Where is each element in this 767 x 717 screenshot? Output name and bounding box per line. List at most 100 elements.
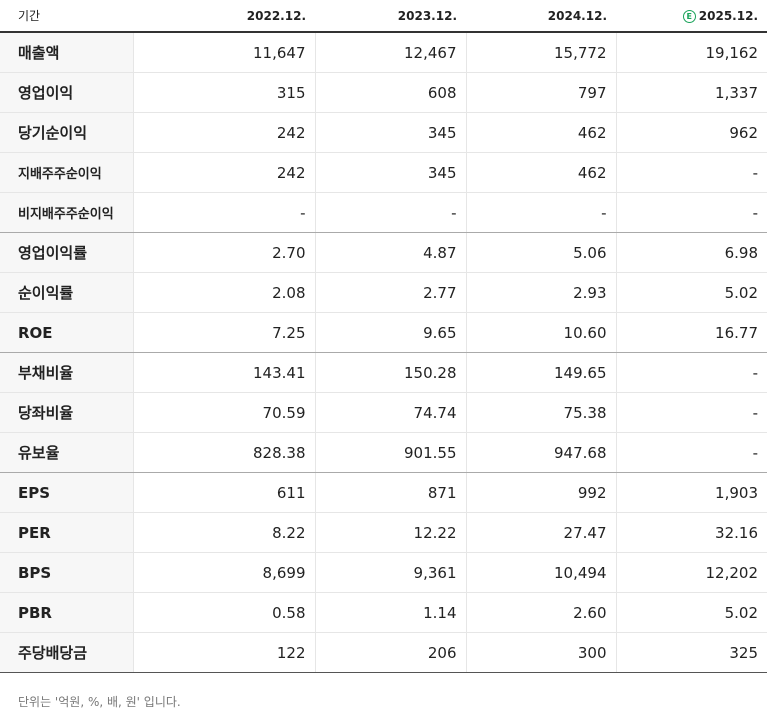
table-row: PBR 0.58 1.14 2.60 5.02 <box>0 592 767 633</box>
cell-value: 9.65 <box>314 312 466 353</box>
cell-value: 32.16 <box>615 512 767 553</box>
cell-value: - <box>615 392 767 433</box>
cell-value: 70.59 <box>132 392 315 433</box>
column-year: 2022.12. <box>246 8 306 23</box>
cell-value: 6.98 <box>615 232 767 273</box>
cell-value: 300 <box>465 632 616 673</box>
cell-value: 74.74 <box>314 392 466 433</box>
cell-value: 16.77 <box>615 312 767 353</box>
table-row: 영업이익률 2.70 4.87 5.06 6.98 <box>0 232 767 273</box>
table-row: 부채비율 143.41 150.28 149.65- <box>0 352 767 393</box>
cell-value: 5.02 <box>615 592 767 633</box>
row-label: EPS <box>0 472 133 513</box>
cell-value: 462 <box>465 112 616 153</box>
row-label: 유보율 <box>0 432 133 473</box>
cell-value: 8,699 <box>132 552 315 593</box>
row-label: 당좌비율 <box>0 392 133 433</box>
row-label: 영업이익 <box>0 72 133 113</box>
row-label: 주당배당금 <box>0 632 133 673</box>
period-label: 기간 <box>0 0 133 33</box>
cell-value: 149.65 <box>465 352 616 393</box>
cell-value: 871 <box>314 472 466 513</box>
row-label: ROE <box>0 312 133 353</box>
cell-value: 9,361 <box>314 552 466 593</box>
column-header: 2024.12. <box>466 0 616 33</box>
cell-value: 206 <box>314 632 466 673</box>
cell-value: 12.22 <box>314 512 466 553</box>
row-label: 부채비율 <box>0 352 133 393</box>
table-row: 유보율 828.38 901.55 947.68- <box>0 432 767 473</box>
row-label: 지배주주순이익 <box>0 152 133 193</box>
cell-value: 5.02 <box>615 272 767 313</box>
header-row: 기간 2022.12. 2023.12. 2024.12. E 2025.12. <box>0 0 767 33</box>
column-year: 2023.12. <box>397 8 457 23</box>
footnote: 단위는 '억원, %, 배, 원' 입니다. <box>18 695 181 709</box>
column-year: 2025.12. <box>698 8 758 23</box>
table-row: EPS 611 871 992 1,903 <box>0 472 767 513</box>
table-row: ROE 7.25 9.65 10.60 16.77 <box>0 312 767 353</box>
cell-value: 2.93 <box>465 272 616 313</box>
table-row: 영업이익 315 608 797 1,337 <box>0 72 767 113</box>
cell-value: 122 <box>132 632 315 673</box>
cell-value: 150.28 <box>314 352 466 393</box>
cell-value: 462 <box>465 152 616 193</box>
cell-value: 242 <box>132 152 315 193</box>
table-body: 매출액 11,647 12,467 15,772 19,162 영업이익 315 608 797… <box>0 32 767 673</box>
row-label: 비지배주주순이익 <box>0 192 133 233</box>
cell-value: 608 <box>314 72 466 113</box>
column-header: 2022.12. <box>133 0 315 33</box>
row-label: PBR <box>0 592 133 633</box>
cell-value: 797 <box>465 72 616 113</box>
cell-value: 15,772 <box>465 32 616 73</box>
cell-value: 12,202 <box>615 552 767 593</box>
cell-value: 1,903 <box>615 472 767 513</box>
cell-value: 315 <box>132 72 315 113</box>
cell-value: 10,494 <box>465 552 616 593</box>
table-row: 비지배주주순이익 - - - - <box>0 192 767 233</box>
cell-value: 7.25 <box>132 312 315 353</box>
estimate-mark: E <box>682 9 696 23</box>
row-label: 당기순이익 <box>0 112 133 153</box>
cell-value: 962 <box>615 112 767 153</box>
table-row: 주당배당금 122 206 300 325 <box>0 632 767 673</box>
column-header: E 2025.12. <box>616 0 767 33</box>
table-row: 지배주주순이익 242 345 462- <box>0 152 767 193</box>
table-header: 기간 2022.12. 2023.12. 2024.12. E 2025.12. <box>0 0 767 33</box>
cell-value: 27.47 <box>465 512 616 553</box>
cell-value: 947.68 <box>465 432 616 473</box>
row-label: 순이익률 <box>0 272 133 313</box>
table-row: 당기순이익 242 345 462 962 <box>0 112 767 153</box>
cell-value: - <box>615 432 767 473</box>
cell-value: 4.87 <box>314 232 466 273</box>
cell-value: 242 <box>132 112 315 153</box>
cell-value: - <box>615 152 767 193</box>
row-label: 영업이익률 <box>0 232 133 273</box>
cell-value: 2.08 <box>132 272 315 313</box>
table-row: 당좌비율 70.59 74.74 75.38- <box>0 392 767 433</box>
cell-value: 19,162 <box>615 32 767 73</box>
cell-value: 901.55 <box>314 432 466 473</box>
row-label: PER <box>0 512 133 553</box>
cell-value: 8.22 <box>132 512 315 553</box>
row-label: 매출액 <box>0 32 133 73</box>
cell-value: 12,467 <box>314 32 466 73</box>
column-header: 2023.12. <box>315 0 466 33</box>
cell-value: - <box>314 192 466 233</box>
table-row: PER 8.22 12.22 27.47 32.16 <box>0 512 767 553</box>
column-year: 2024.12. <box>547 8 607 23</box>
cell-value: 828.38 <box>132 432 315 473</box>
cell-value: 5.06 <box>465 232 616 273</box>
cell-value: 1,337 <box>615 72 767 113</box>
cell-value: 345 <box>314 112 466 153</box>
cell-value: 11,647 <box>132 32 315 73</box>
cell-value: 75.38 <box>465 392 616 433</box>
table-row: BPS 8,699 9,361 10,494 12,202 <box>0 552 767 593</box>
table-row: 순이익률 2.08 2.77 2.93 5.02 <box>0 272 767 313</box>
cell-value: - <box>615 352 767 393</box>
row-label: BPS <box>0 552 133 593</box>
cell-value: - <box>615 192 767 233</box>
cell-value: - <box>132 192 315 233</box>
cell-value: 10.60 <box>465 312 616 353</box>
cell-value: 345 <box>314 152 466 193</box>
